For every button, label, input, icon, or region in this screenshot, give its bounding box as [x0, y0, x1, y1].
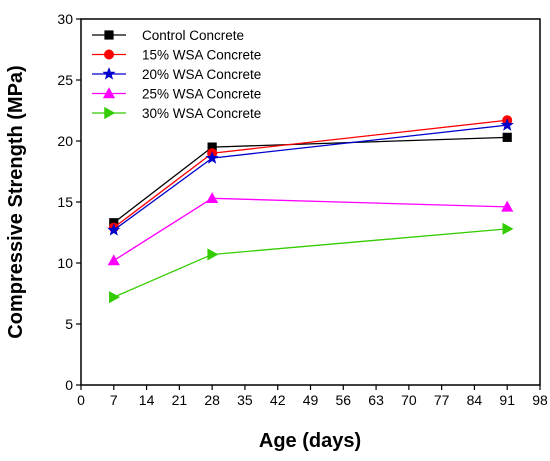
- legend: Control Concrete 15% WSA Concrete 20% WSA …: [92, 28, 261, 121]
- series-line: [113, 136, 508, 224]
- legend-label: Control Concrete: [142, 28, 244, 43]
- legend-label: 30% WSA Concrete: [142, 106, 261, 121]
- legend-marker: [102, 87, 116, 99]
- legend-item: 30% WSA Concrete: [92, 106, 261, 121]
- legend-item: 15% WSA Concrete: [92, 48, 261, 63]
- x-tick-label: 77: [434, 392, 450, 408]
- x-tick-label: 35: [237, 392, 253, 408]
- y-tick-label: 20: [57, 133, 73, 149]
- legend-label: 20% WSA Concrete: [142, 67, 261, 82]
- series-15-wsa-concrete: [108, 115, 513, 233]
- legend-label: 25% WSA Concrete: [142, 87, 261, 102]
- x-tick-label: 63: [368, 392, 384, 408]
- data-point: [107, 223, 121, 236]
- data-point: [206, 192, 219, 204]
- y-tick-label: 0: [65, 377, 73, 393]
- series-line: [113, 228, 508, 298]
- series-30-wsa-concrete: [109, 222, 514, 304]
- x-tick-label: 0: [77, 392, 85, 408]
- legend-marker: [102, 67, 116, 80]
- data-point: [109, 291, 121, 304]
- y-axis-title: Compressive Strength (MPa): [5, 65, 27, 338]
- x-tick-label: 98: [532, 392, 548, 408]
- data-point: [501, 200, 514, 212]
- x-tick-label: 91: [499, 392, 515, 408]
- legend-marker: [104, 30, 114, 40]
- y-tick-label: 5: [65, 316, 73, 332]
- series-line: [113, 119, 508, 229]
- legend-item: Control Concrete: [92, 28, 244, 43]
- legend-label: 15% WSA Concrete: [142, 48, 261, 63]
- x-tick-label: 49: [303, 392, 319, 408]
- x-tick-label: 70: [401, 392, 417, 408]
- y-tick-label: 30: [57, 11, 73, 27]
- legend-marker: [104, 106, 116, 120]
- x-tick-label: 84: [467, 392, 483, 408]
- legend-marker: [104, 49, 115, 60]
- legend-item: 25% WSA Concrete: [92, 87, 261, 102]
- series-20-wsa-concrete: [107, 118, 514, 236]
- y-tick-label: 25: [57, 72, 73, 88]
- data-point: [205, 151, 219, 164]
- x-tick-label: 14: [139, 392, 155, 408]
- plot-frame: [80, 18, 541, 386]
- data-point: [107, 254, 120, 266]
- axis-ticks: 0 7 14 21 28 35 42 49 56 63 70 77 84 91 98 0 5 10 15 20 25 30: [57, 11, 548, 408]
- data-series: [107, 115, 514, 304]
- data-point: [207, 248, 219, 261]
- x-tick-label: 42: [270, 392, 286, 408]
- x-tick-label: 28: [204, 392, 220, 408]
- legend-item: 20% WSA Concrete: [92, 67, 261, 82]
- series-line: [113, 197, 508, 262]
- y-tick-label: 10: [57, 255, 73, 271]
- data-point: [502, 222, 514, 235]
- x-tick-label: 56: [335, 392, 351, 408]
- data-point: [502, 132, 512, 142]
- x-tick-label: 21: [172, 392, 188, 408]
- x-axis-title: Age (days): [259, 430, 361, 452]
- y-tick-label: 15: [57, 194, 73, 210]
- data-point: [500, 118, 514, 131]
- x-tick-label: 7: [110, 392, 118, 408]
- series-25-wsa-concrete: [107, 192, 514, 266]
